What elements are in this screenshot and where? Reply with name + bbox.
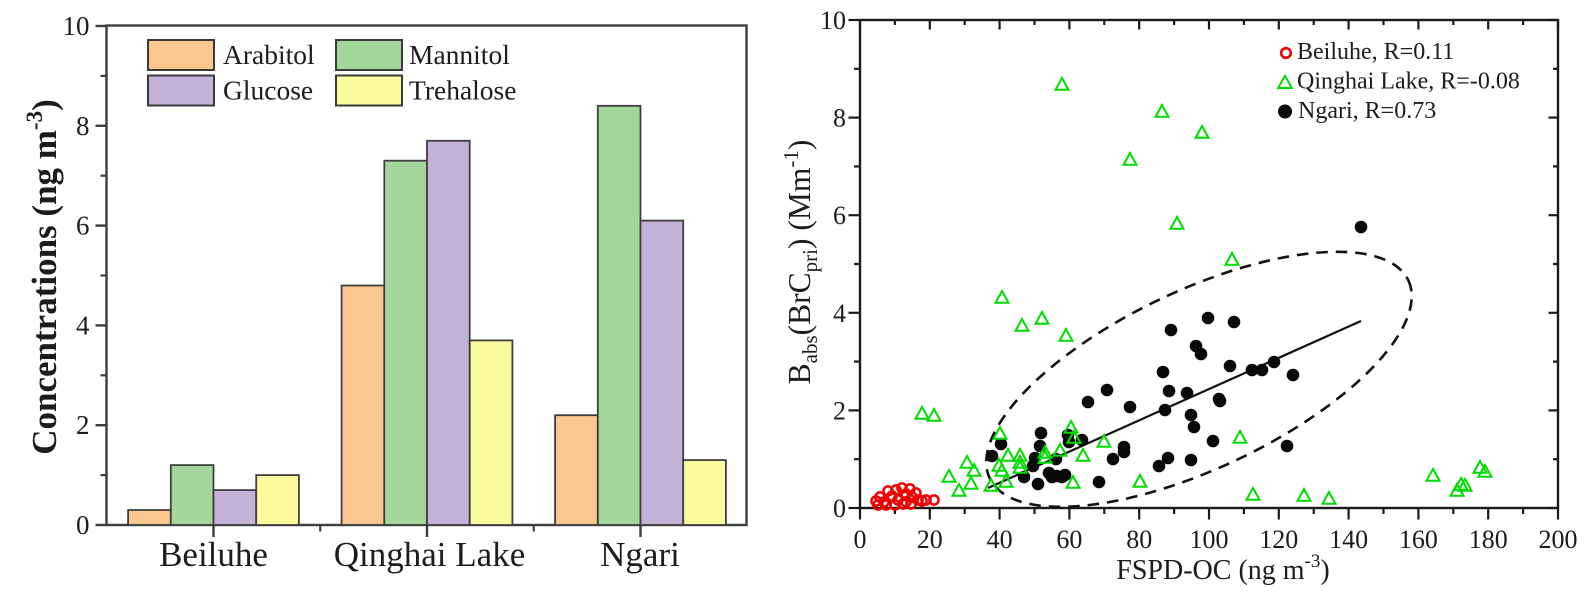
svg-text:10: 10 [820,6,846,35]
svg-text:Beiluhe: Beiluhe [159,535,268,574]
svg-text:200: 200 [1539,525,1578,554]
svg-text:120: 120 [1259,525,1298,554]
svg-text:6: 6 [76,211,90,241]
svg-text:Ngari: Ngari [600,535,680,574]
svg-text:10: 10 [63,11,90,41]
svg-text:0: 0 [854,525,867,554]
svg-text:40: 40 [987,525,1013,554]
svg-text:Glucose: Glucose [223,75,313,106]
svg-text:6: 6 [833,201,846,230]
svg-text:Concentrations (ng m-3): Concentrations (ng m-3) [22,99,64,455]
svg-text:2: 2 [833,396,846,425]
svg-text:Trehalose: Trehalose [409,75,516,106]
svg-text:8: 8 [833,104,846,133]
svg-text:20: 20 [917,525,943,554]
svg-text:180: 180 [1469,525,1508,554]
svg-text:80: 80 [1126,525,1152,554]
svg-text:4: 4 [833,299,846,328]
svg-text:0: 0 [833,494,846,523]
svg-text:0: 0 [76,510,90,540]
svg-text:2: 2 [76,410,90,440]
svg-text:Beiluhe, R=0.11: Beiluhe, R=0.11 [1297,39,1454,65]
svg-text:60: 60 [1056,525,1082,554]
svg-text:140: 140 [1329,525,1368,554]
svg-text:Mannitol: Mannitol [409,39,510,70]
svg-text:FSPD-OC (ng m-3): FSPD-OC (ng m-3) [1116,551,1329,586]
svg-text:Ngari, R=0.73: Ngari, R=0.73 [1298,98,1436,124]
svg-text:160: 160 [1399,525,1438,554]
svg-text:8: 8 [76,111,90,141]
svg-text:100: 100 [1190,525,1229,554]
svg-text:4: 4 [76,310,90,340]
svg-text:Qinghai Lake, R=-0.08: Qinghai Lake, R=-0.08 [1297,69,1520,95]
svg-text:Qinghai Lake: Qinghai Lake [334,535,525,574]
svg-text:Arabitol: Arabitol [223,39,315,70]
